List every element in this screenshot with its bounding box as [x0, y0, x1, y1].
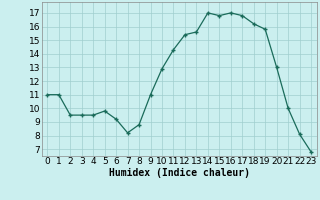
X-axis label: Humidex (Indice chaleur): Humidex (Indice chaleur) [109, 168, 250, 178]
